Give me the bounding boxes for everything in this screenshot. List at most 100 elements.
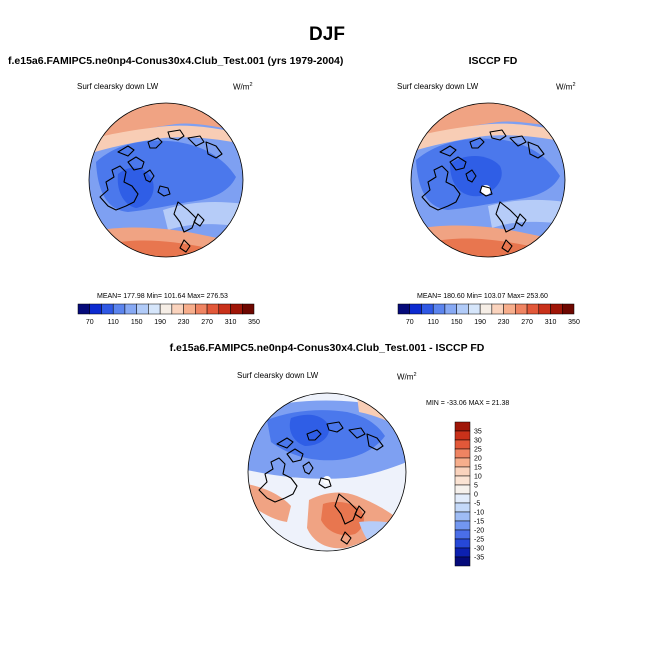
difference-colorbar-box [454, 430, 471, 441]
difference-colorbar-tick-label: -25 [474, 537, 484, 544]
right-colorbar-box [479, 303, 493, 315]
right-colorbar-box [550, 303, 563, 315]
left-polar-map [88, 102, 244, 258]
right-units-label: W/m2 [556, 82, 576, 92]
difference-colorbar-box [454, 529, 471, 540]
left-colorbar-box [148, 303, 161, 315]
difference-map-border [247, 392, 407, 552]
left-colorbar-tick-label: 230 [178, 319, 190, 326]
difference-colorbar-tick-label: 20 [474, 456, 482, 463]
right-colorbar-box [456, 303, 469, 315]
difference-colorbar-box [454, 484, 471, 495]
left-map-upper-transition [89, 125, 243, 154]
left-colorbar-tick-label: 110 [108, 319, 119, 326]
difference-colorbar: 35 30 25 20 15 10 5 0 -5 -10 -15 -20 -25 -30 -35 [454, 421, 484, 567]
right-colorbar-box [503, 303, 516, 315]
left-colorbar-box [171, 303, 184, 315]
left-colorbar-box [124, 303, 137, 315]
difference-stats: MIN = -33.06 MAX = 21.38 [426, 400, 510, 407]
right-colorbar-tick-label: 270 [521, 319, 533, 326]
difference-colorbar-box [454, 538, 471, 549]
difference-colorbar-tick-label: -20 [474, 528, 484, 535]
difference-map-coastlines [258, 421, 384, 545]
difference-map-bottom-right-negative [359, 521, 406, 551]
difference-units-label: W/m2 [397, 372, 417, 382]
right-colorbar: 70 110 150 190 230 270 310 350 [397, 303, 580, 326]
difference-colorbar-tick-label: -10 [474, 510, 484, 517]
difference-colorbar-box [454, 448, 471, 459]
right-colorbar-tick-label: 310 [545, 319, 557, 326]
right-colorbar-box [562, 303, 575, 315]
left-colorbar-tick-label: 350 [248, 319, 260, 326]
left-colorbar-box [112, 303, 126, 315]
difference-colorbar-box [454, 511, 471, 522]
difference-colorbar-tick-label: -5 [474, 501, 480, 508]
left-colorbar-tick-label: 150 [131, 319, 143, 326]
difference-colorbar-tick-label: 30 [474, 438, 482, 445]
left-map-border [88, 102, 244, 258]
left-colorbar-tick-label: 70 [86, 319, 94, 326]
right-colorbar-box [491, 303, 504, 315]
right-colorbar-box [432, 303, 446, 315]
right-colorbar-box [421, 303, 434, 315]
left-panel-title: f.e15a6.FAMIPC5.ne0np4-Conus30x4.Club_Te… [8, 55, 344, 67]
difference-colorbar-tick-label: -30 [474, 546, 484, 553]
difference-colorbar-box [454, 466, 471, 477]
difference-colorbar-box [454, 556, 471, 567]
difference-colorbar-box [454, 421, 471, 432]
right-colorbar-box [409, 303, 422, 315]
right-map-bottom-hot-band [411, 238, 565, 257]
difference-colorbar-tick-label: 0 [474, 492, 478, 499]
left-colorbar: 70 110 150 190 230 270 310 350 [77, 303, 260, 326]
left-stats: MEAN= 177.98 Min= 101.64 Max= 276.53 [97, 293, 228, 300]
left-variable-label: Surf clearsky down LW [77, 82, 159, 91]
right-colorbar-box [515, 303, 528, 315]
right-colorbar-tick-label: 110 [428, 319, 439, 326]
difference-colorbar-tick-label: 25 [474, 447, 482, 454]
left-colorbar-box [230, 303, 243, 315]
left-colorbar-box [159, 303, 173, 315]
left-map-coastlines [99, 129, 223, 253]
right-colorbar-tick-label: 70 [406, 319, 414, 326]
right-map-upper-transition [411, 123, 565, 152]
right-colorbar-tick-label: 350 [568, 319, 580, 326]
difference-colorbar-tick-label: 35 [474, 429, 482, 436]
difference-colorbar-tick-label: 10 [474, 474, 482, 481]
right-colorbar-tick-label: 190 [474, 319, 486, 326]
difference-colorbar-tick-label: 5 [474, 483, 478, 490]
difference-colorbar-box [454, 502, 471, 513]
difference-colorbar-box [454, 493, 471, 504]
right-map-coastlines [421, 129, 545, 253]
difference-colorbar-box [454, 457, 471, 468]
left-map-lower-transition [163, 202, 243, 230]
right-polar-map [410, 102, 566, 258]
right-map-border [410, 102, 566, 258]
difference-map-strongest-negative [289, 414, 330, 446]
left-colorbar-tick-label: 270 [201, 319, 213, 326]
left-colorbar-box [101, 303, 114, 315]
left-colorbar-box [77, 303, 90, 315]
right-colorbar-box [538, 303, 551, 315]
difference-colorbar-tick-label: -35 [474, 555, 484, 562]
difference-map-left-positive [248, 484, 291, 522]
left-colorbar-box [195, 303, 208, 315]
difference-panel-title: f.e15a6.FAMIPC5.ne0np4-Conus30x4.Club_Te… [169, 342, 485, 354]
difference-polar-map [247, 392, 407, 552]
difference-colorbar-box [454, 439, 471, 450]
left-units-label: W/m2 [233, 82, 253, 92]
right-colorbar-box [526, 303, 540, 315]
difference-colorbar-box [454, 520, 471, 531]
right-colorbar-box [444, 303, 457, 315]
page-title: DJF [309, 24, 345, 45]
right-stats: MEAN= 180.60 Min= 103.07 Max= 253.60 [417, 293, 548, 300]
left-colorbar-box [183, 303, 196, 315]
right-map-lower-transition [488, 199, 565, 228]
left-colorbar-box [136, 303, 149, 315]
left-colorbar-box [218, 303, 231, 315]
right-panel-title: ISCCP FD [468, 55, 518, 67]
left-colorbar-box [206, 303, 220, 315]
difference-variable-label: Surf clearsky down LW [237, 371, 319, 380]
difference-colorbar-box [454, 547, 471, 558]
difference-colorbar-tick-label: -15 [474, 519, 484, 526]
difference-colorbar-tick-label: 15 [474, 465, 482, 472]
